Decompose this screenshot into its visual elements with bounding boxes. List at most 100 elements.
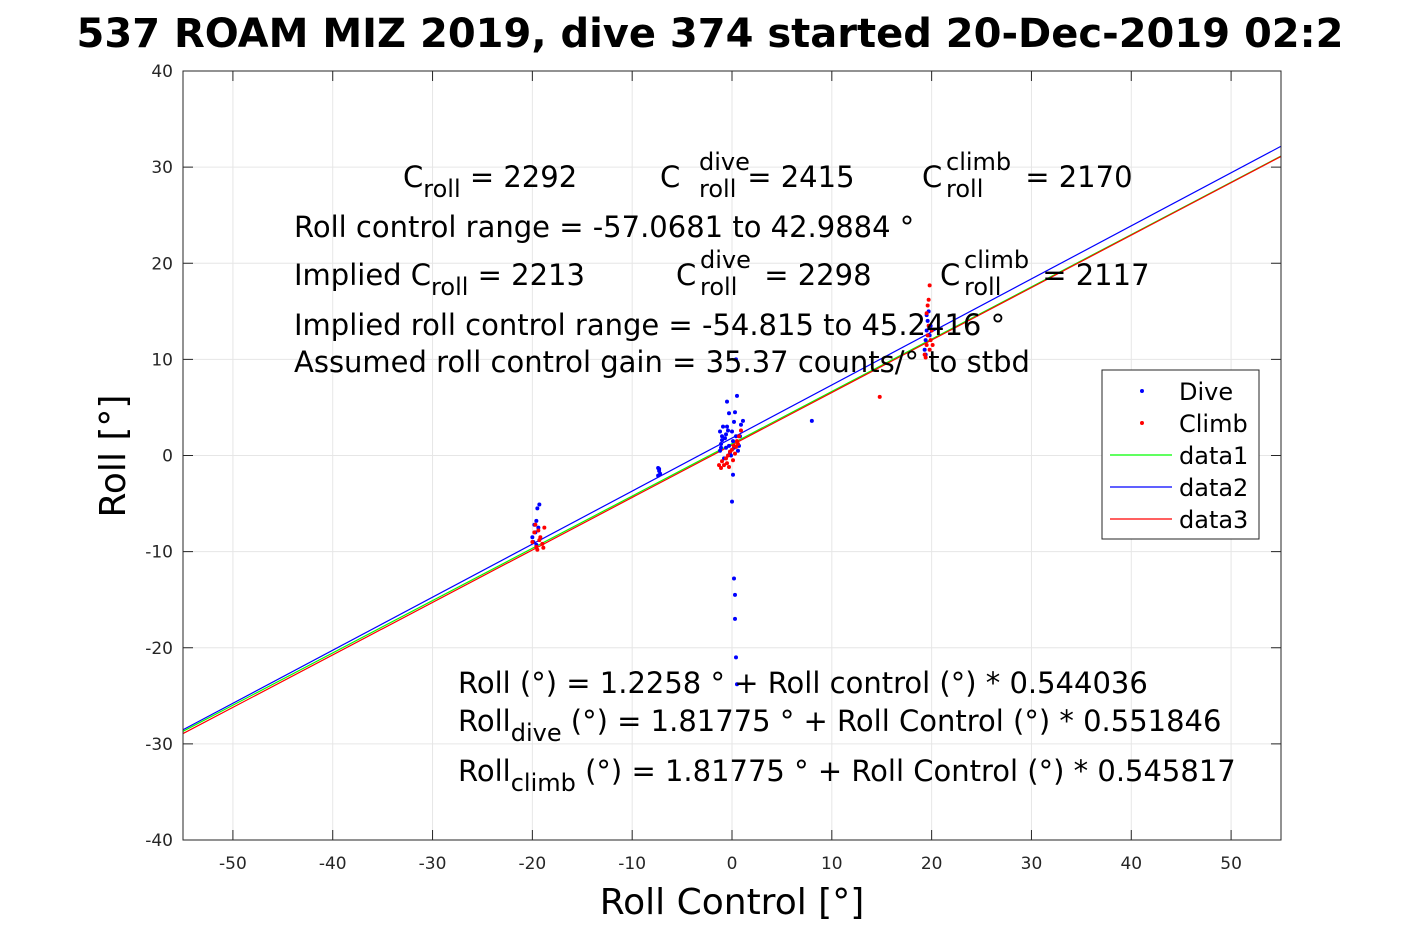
point-climb	[877, 394, 882, 399]
point-dive	[537, 502, 542, 507]
x-tick-label: 40	[1120, 854, 1142, 874]
x-tick-label: 50	[1220, 854, 1242, 874]
point-dive	[719, 445, 724, 450]
point-climb	[720, 459, 725, 464]
point-climb	[927, 283, 932, 288]
y-tick-label: -20	[145, 639, 173, 659]
point-dive	[729, 453, 734, 458]
point-climb	[928, 338, 933, 343]
point-climb	[533, 522, 538, 527]
point-dive	[719, 441, 724, 446]
point-climb	[541, 545, 546, 550]
point-dive	[733, 434, 738, 439]
point-climb	[924, 311, 929, 316]
point-climb	[730, 447, 734, 452]
point-climb	[926, 297, 931, 302]
assumed-gain: Assumed roll control gain = 35.37 counts…	[294, 345, 1030, 379]
x-tick-label: -50	[219, 854, 247, 874]
point-dive	[725, 424, 730, 429]
implied-c-roll-annotation: Implied Croll = 2213	[294, 258, 585, 301]
series-line-data3	[182, 155, 1282, 735]
point-climb	[540, 541, 545, 546]
legend-label: Dive	[1179, 378, 1233, 406]
point-dive	[732, 410, 737, 415]
point-climb	[738, 428, 743, 433]
point-climb	[930, 342, 935, 347]
legend: Dive Climb data1 data2 data3	[1101, 369, 1260, 540]
legend-label: Climb	[1179, 410, 1248, 438]
point-dive	[738, 422, 743, 427]
point-climb	[717, 463, 722, 468]
point-climb	[927, 347, 932, 352]
point-climb	[542, 525, 547, 530]
point-dive	[725, 399, 730, 404]
point-climb	[725, 461, 730, 466]
fit-lines	[182, 145, 1282, 735]
x-tick-label: 0	[727, 854, 738, 874]
fit-climb-equation: Rollclimb (°) = 1.81775 ° + Roll Control…	[458, 754, 1236, 797]
point-dive	[534, 518, 539, 523]
point-climb	[732, 451, 737, 456]
y-axis-label: Roll [°]	[93, 395, 134, 518]
point-climb	[925, 303, 930, 308]
y-tick-label: 20	[151, 254, 173, 274]
point-dive	[730, 429, 734, 434]
x-tick-label: -20	[518, 854, 546, 874]
x-tick-label: 30	[1021, 854, 1043, 874]
point-climb	[929, 328, 934, 333]
point-dive	[733, 357, 738, 362]
y-tick-label: 30	[151, 158, 173, 178]
y-tick-label: 10	[151, 350, 173, 370]
y-tick-label: 40	[151, 62, 173, 82]
point-dive	[924, 328, 929, 333]
point-dive	[656, 473, 661, 478]
legend-marker-climb	[1140, 421, 1144, 425]
point-climb	[730, 458, 735, 463]
point-dive	[731, 419, 736, 424]
tick-labels: -50 -40 -30 -20 -10 0 10 20 30 40 50 -40 -30 -20 -10 0 1…	[145, 62, 1281, 874]
point-climb	[532, 530, 537, 535]
point-dive	[809, 418, 814, 423]
point-dive	[740, 418, 745, 423]
point-climb	[925, 333, 930, 338]
point-dive	[657, 466, 662, 471]
point-climb	[726, 453, 731, 458]
point-dive	[726, 428, 731, 433]
legend-label: data3	[1179, 506, 1248, 534]
c-roll-annotation: Croll = 2292	[403, 160, 577, 203]
point-dive	[732, 592, 737, 597]
data-points	[530, 283, 935, 687]
point-climb	[735, 441, 740, 446]
y-tick-label: -30	[145, 735, 173, 755]
point-dive	[923, 338, 928, 343]
point-dive	[530, 535, 535, 540]
point-dive	[730, 472, 735, 477]
implied-range: Implied roll control range = -54.815 to …	[294, 308, 1005, 342]
point-dive	[734, 682, 739, 687]
roll-control-range: Roll control range = -57.0681 to 42.9884…	[294, 210, 914, 244]
point-dive	[724, 445, 729, 450]
series-line-data2	[182, 145, 1282, 731]
point-climb	[535, 547, 540, 552]
point-dive	[721, 424, 726, 429]
x-axis-label: Roll Control [°]	[600, 882, 865, 923]
point-dive	[535, 506, 540, 511]
legend-label: data1	[1179, 442, 1248, 470]
y-tick-label: -40	[145, 831, 173, 851]
legend-marker-dive	[1140, 389, 1144, 393]
point-dive	[720, 438, 725, 443]
legend-label: data2	[1179, 474, 1248, 502]
point-climb	[530, 540, 535, 545]
x-tick-label: 10	[821, 854, 843, 874]
point-dive	[720, 434, 725, 439]
point-climb	[926, 323, 931, 328]
point-dive	[730, 439, 735, 444]
point-dive	[732, 616, 737, 621]
point-dive	[723, 436, 728, 441]
point-dive	[727, 443, 732, 448]
